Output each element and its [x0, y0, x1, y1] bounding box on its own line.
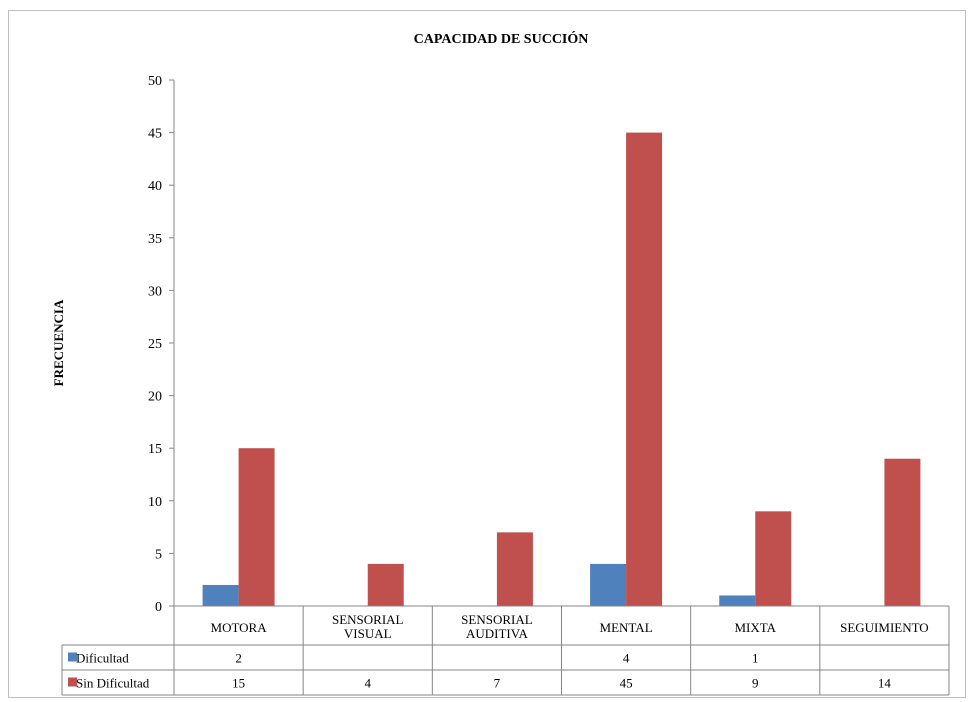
chart-frame — [8, 10, 966, 698]
legend-label: Dificultad — [76, 651, 129, 666]
y-axis-label: FRECUENCIA — [51, 299, 66, 386]
legend-key-sin-dificultad — [68, 677, 77, 687]
category-label: SENSORIAL AUDITIVA — [461, 612, 533, 641]
data-table-value: 14 — [878, 676, 892, 691]
y-tick-label: 50 — [148, 74, 162, 89]
bar-sin-dificultad — [367, 563, 404, 606]
y-tick-label: 15 — [148, 442, 162, 457]
data-table-value: 1 — [752, 651, 759, 666]
bar-sin-dificultad — [626, 132, 663, 606]
legend-label: Sin Dificultad — [76, 676, 150, 691]
y-tick-label: 30 — [148, 284, 162, 299]
y-tick-label: 10 — [148, 495, 162, 510]
y-tick-label: 5 — [155, 547, 162, 562]
bar-sin-dificultad — [884, 458, 921, 606]
data-table-value: 2 — [235, 651, 242, 666]
category-label: SEGUIMIENTO — [840, 620, 929, 635]
bar-dificultad — [202, 584, 239, 606]
y-tick-label: 40 — [148, 179, 162, 194]
category-label: SENSORIAL VISUAL — [332, 612, 404, 641]
category-label: MOTORA — [211, 620, 268, 635]
bar-dificultad — [719, 595, 756, 606]
data-table-value: 4 — [623, 651, 630, 666]
y-tick-label: 0 — [155, 600, 162, 615]
data-table-value: 45 — [620, 676, 633, 691]
y-tick-label: 20 — [148, 390, 162, 405]
bar-sin-dificultad — [755, 511, 792, 606]
bar-sin-dificultad — [496, 532, 533, 606]
legend-key-dificultad — [68, 652, 77, 662]
data-table-value: 4 — [365, 676, 372, 691]
bar-dificultad — [590, 563, 627, 606]
data-table-value: 9 — [752, 676, 759, 691]
category-label: MENTAL — [600, 620, 653, 635]
y-tick-label: 25 — [148, 337, 162, 352]
data-table-value: 7 — [494, 676, 501, 691]
category-label: MIXTA — [734, 620, 776, 635]
y-tick-label: 45 — [148, 127, 162, 142]
y-tick-label: 35 — [148, 232, 162, 247]
chart-title: CAPACIDAD DE SUCCIÓN — [414, 30, 589, 47]
bar-sin-dificultad — [238, 448, 275, 606]
data-table-value: 15 — [232, 676, 245, 691]
